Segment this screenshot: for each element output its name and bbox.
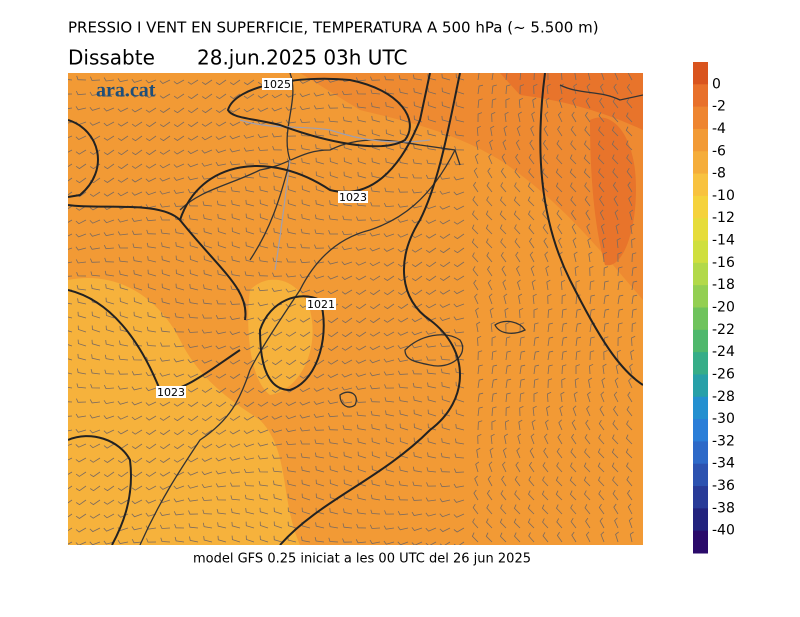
isobar-labels: 1025 1023 1021 1023 xyxy=(156,78,368,399)
colorbar-segment xyxy=(693,352,708,375)
colorbar-label: -18 xyxy=(712,277,735,293)
map-area xyxy=(68,73,643,545)
colorbar-segment xyxy=(693,218,708,242)
coastlines xyxy=(139,73,643,545)
isobar-label: 1023 xyxy=(339,191,367,204)
colorbar-label: -22 xyxy=(712,322,735,338)
colorbar-label: -16 xyxy=(712,255,735,271)
colorbar-label: -40 xyxy=(712,523,735,539)
colorbar-segment xyxy=(693,84,708,108)
colorbar-segment xyxy=(693,508,708,532)
colorbar-segment xyxy=(693,441,708,465)
map-date: 28.jun.2025 03h UTC xyxy=(197,46,407,70)
isobars xyxy=(68,73,643,545)
colorbar-segment xyxy=(693,419,708,442)
colorbar-segment xyxy=(693,374,708,398)
colorbar-label: -36 xyxy=(712,478,735,494)
temp-zone xyxy=(300,73,643,300)
colorbar-label: -38 xyxy=(712,500,735,516)
colorbar-label: -12 xyxy=(712,210,735,226)
colorbar-label: -24 xyxy=(712,344,735,360)
colorbar-label: -30 xyxy=(712,411,735,427)
colorbar-segment xyxy=(693,173,708,197)
colorbar-segment xyxy=(693,329,708,353)
colorbar-segment xyxy=(693,396,708,420)
colorbar-label: -20 xyxy=(712,300,735,316)
temp-zone xyxy=(590,117,636,266)
isobar-label: 1023 xyxy=(157,386,185,399)
isobar-label-box xyxy=(262,78,292,90)
colorbar-segment xyxy=(693,240,708,264)
colorbar-segment xyxy=(693,262,708,286)
isobar-label: 1025 xyxy=(263,78,291,91)
colorbar-segment xyxy=(693,463,708,487)
isobar-label-box xyxy=(338,191,368,203)
temp-zone xyxy=(68,278,300,545)
colorbar-label: -28 xyxy=(712,389,735,405)
isobar-label-box xyxy=(306,298,336,310)
colorbar-label: -2 xyxy=(712,99,726,115)
colorbar-segment xyxy=(693,307,708,331)
colorbar-segment xyxy=(693,106,708,130)
colorbar-segment xyxy=(693,151,708,175)
colorbar-label: -32 xyxy=(712,433,735,449)
colorbar-label: -6 xyxy=(712,143,726,159)
colorbar-label: -34 xyxy=(712,456,735,472)
borders xyxy=(239,119,431,271)
colorbar-label: -8 xyxy=(712,166,726,182)
temp-zone xyxy=(500,73,643,130)
colorbar-label: -4 xyxy=(712,121,726,137)
map-title: PRESSIO I VENT EN SUPERFICIE, TEMPERATUR… xyxy=(68,19,599,37)
wind-barbs xyxy=(68,73,638,545)
colorbar-segment xyxy=(693,530,708,554)
colorbar-segment xyxy=(693,285,708,308)
barb-field xyxy=(68,73,638,545)
colorbar-segment xyxy=(693,486,708,509)
isobar-label-box xyxy=(156,386,186,398)
map-day: Dissabte xyxy=(68,46,155,70)
colorbar-label: 0 xyxy=(712,76,721,92)
colorbar-segment xyxy=(693,62,708,85)
isobar-label: 1021 xyxy=(307,298,335,311)
colorbar: 0 -2 -4 -6 -8 -10 -12 -14 -16 -18 -20 -22 -24 -26 -28 -… xyxy=(693,62,735,554)
model-footer: model GFS 0.25 iniciat a les 00 UTC del … xyxy=(193,552,531,567)
logo: ara.cat xyxy=(96,80,156,102)
colorbar-segment xyxy=(693,195,708,219)
colorbar-label: -10 xyxy=(712,188,735,204)
colorbar-segment xyxy=(693,128,708,152)
colorbar-label: -26 xyxy=(712,366,735,382)
colorbar-label: -14 xyxy=(712,233,735,249)
